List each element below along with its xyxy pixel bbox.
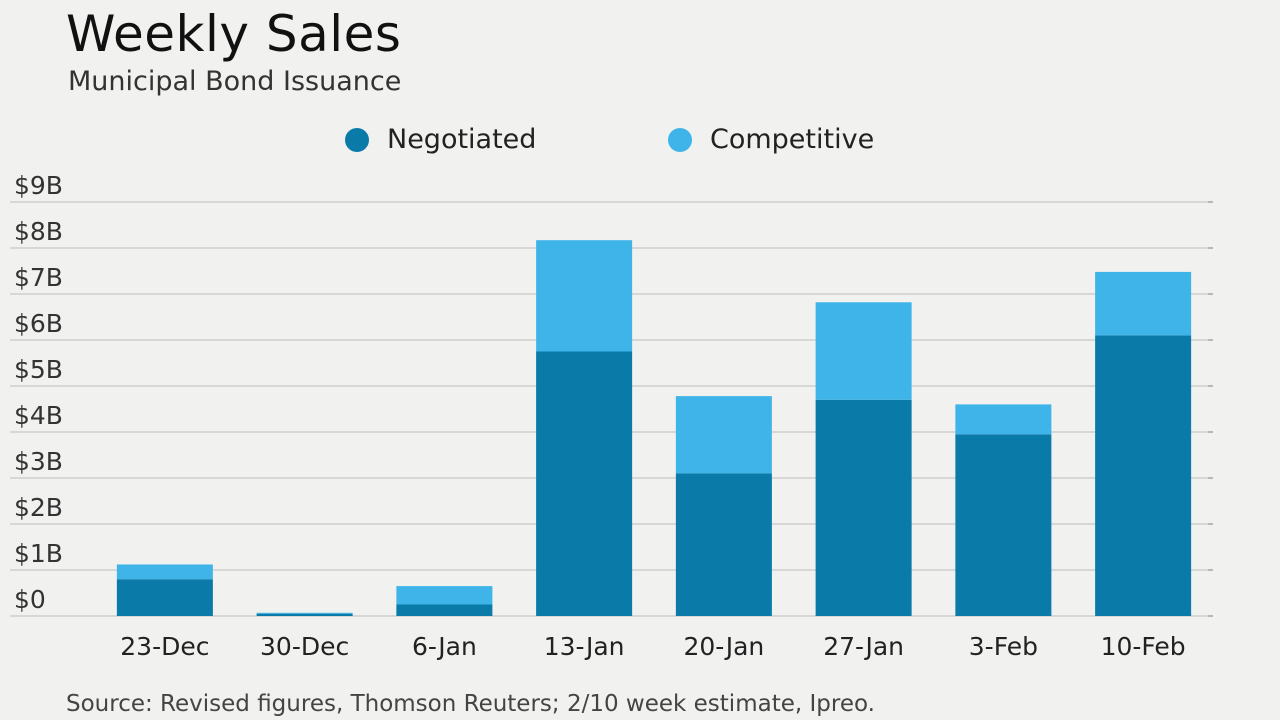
x-tick-label: 13-Jan [544,632,625,661]
legend-label-negotiated: Negotiated [387,124,537,155]
legend-swatch-competitive [668,127,692,152]
legend-label-competitive: Competitive [710,124,875,155]
x-tick-label: 20-Jan [683,632,764,661]
bar-negotiated [815,399,912,616]
y-tick-label: $2B [14,493,63,522]
bar-chart: $0 $1B $2B $3B $4B $5B $6B $7B $8B $9B 23-Dec 30-De… [10,171,1213,661]
bar-competitive [116,564,213,580]
bar-negotiated [116,579,213,616]
x-tick-label: 30-Dec [260,632,349,661]
legend-item-negotiated: Negotiated [345,124,536,155]
legend-swatch-negotiated [345,127,369,152]
x-tick-label: 10-Feb [1101,632,1186,661]
y-tick-label: $9B [14,171,63,200]
chart-subtitle: Municipal Bond Issuance [68,66,402,97]
bar-competitive [536,240,633,352]
chart-title: Weekly Sales [66,5,402,63]
y-tick-label: $3B [14,447,63,476]
source-note: Source: Revised figures, Thomson Reuters… [66,691,875,717]
bar-competitive [675,396,772,474]
y-tick-label: $1B [14,539,63,568]
bar-competitive [815,302,912,400]
y-tick-label: $5B [14,355,63,384]
bar-negotiated [675,473,772,616]
y-tick-label: $0 [14,585,46,614]
bar-competitive [256,612,353,614]
bar-negotiated [1095,335,1192,616]
y-tick-label: $8B [14,217,63,246]
bar-competitive [955,404,1052,435]
x-tick-label: 6-Jan [412,632,477,661]
bar-negotiated [536,351,633,616]
bar-competitive [396,586,493,605]
legend-item-competitive: Competitive [668,124,874,155]
bar-competitive [1095,271,1192,336]
bar-negotiated [256,613,353,616]
bar-negotiated [396,604,493,616]
x-tick-label: 27-Jan [823,632,904,661]
y-tick-label: $4B [14,401,63,430]
x-tick-label: 3-Feb [969,632,1038,661]
bar-negotiated [955,434,1052,616]
y-tick-label: $6B [14,309,63,338]
legend: Negotiated Competitive [0,124,1280,160]
x-tick-label: 23-Dec [120,632,209,661]
y-tick-label: $7B [14,263,63,292]
